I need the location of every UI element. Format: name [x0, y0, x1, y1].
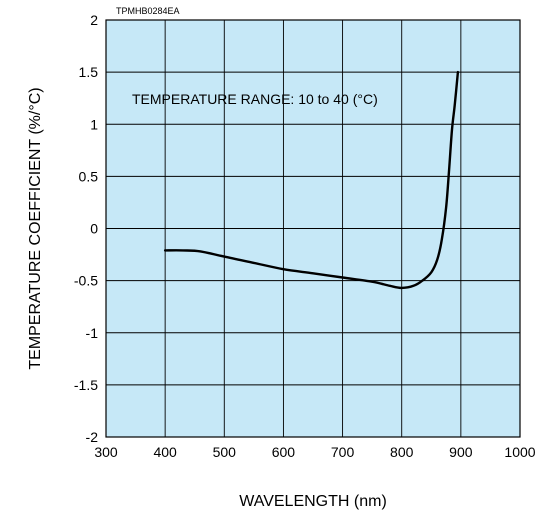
x-axis-ticks: 300 400 500 600 700 800 900 1000 — [94, 444, 535, 460]
series-line — [163, 70, 460, 290]
temperature-range-annotation: TEMPERATURE RANGE: 10 to 40 (°C) — [132, 91, 378, 107]
y-tick-label: 1.5 — [79, 64, 99, 80]
x-tick-label: 600 — [272, 444, 296, 460]
y-tick-label: -1.5 — [74, 377, 98, 393]
x-tick-label: 500 — [213, 444, 237, 460]
x-tick-label: 400 — [153, 444, 177, 460]
y-tick-label: -0.5 — [74, 273, 98, 289]
y-tick-label: 0 — [90, 221, 98, 237]
y-axis-ticks: 2 1.5 1 0.5 0 -0.5 -1 -1.5 -2 — [74, 12, 98, 445]
x-axis-title: WAVELENGTH (nm) — [239, 493, 387, 510]
x-tick-label: 1000 — [504, 444, 535, 460]
x-tick-label: 700 — [331, 444, 355, 460]
y-tick-label: -1 — [86, 325, 99, 341]
y-axis-title: TEMPERATURE COEFFICIENT (%/°C) — [27, 87, 44, 369]
plot-frame — [105, 19, 521, 438]
y-tick-label: 1 — [90, 116, 98, 132]
x-tick-label: 300 — [94, 444, 118, 460]
x-tick-label: 800 — [390, 444, 414, 460]
figure-code: TPMHB0284EA — [116, 6, 180, 16]
y-tick-label: -2 — [86, 429, 99, 445]
y-tick-label: 0.5 — [79, 168, 99, 184]
x-tick-label: 900 — [449, 444, 473, 460]
y-tick-label: 2 — [90, 12, 98, 28]
